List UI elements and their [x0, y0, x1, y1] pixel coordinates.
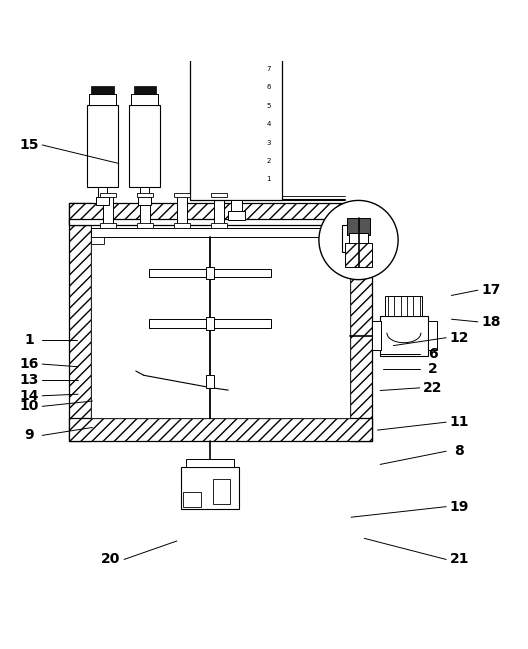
Bar [211, 223, 227, 228]
Bar [103, 196, 113, 228]
Text: 22: 22 [423, 381, 442, 395]
Text: 11: 11 [450, 415, 469, 429]
Text: 10: 10 [20, 399, 39, 413]
Text: 20: 20 [101, 552, 120, 567]
Bar [345, 243, 372, 267]
Text: 9: 9 [24, 428, 34, 443]
Text: 14: 14 [20, 389, 39, 403]
Bar [177, 196, 187, 228]
Bar [140, 196, 150, 228]
Bar [181, 467, 239, 509]
Bar [372, 321, 381, 350]
Bar [337, 238, 350, 244]
Bar [213, 319, 270, 328]
Text: 19: 19 [450, 500, 469, 513]
Bar [131, 93, 158, 105]
Bar [98, 187, 107, 198]
Bar [91, 86, 114, 93]
Bar [134, 86, 156, 93]
Bar [231, 201, 242, 212]
Bar [342, 225, 354, 252]
Bar [149, 269, 207, 277]
Text: 6: 6 [428, 347, 438, 361]
Text: 6: 6 [266, 84, 271, 90]
Bar [190, 37, 282, 201]
Bar [186, 459, 233, 467]
Bar [91, 225, 350, 419]
Bar [129, 105, 160, 187]
Bar [100, 223, 116, 228]
Bar [149, 319, 207, 328]
Text: 8: 8 [455, 444, 464, 458]
Bar [184, 492, 201, 507]
Bar [69, 219, 372, 225]
Text: 12: 12 [450, 331, 469, 345]
Text: 5: 5 [267, 103, 271, 109]
Text: 21: 21 [450, 552, 469, 567]
Text: 2: 2 [267, 158, 271, 164]
Text: 17: 17 [482, 283, 501, 297]
Bar [69, 203, 372, 225]
Bar [69, 203, 91, 441]
Bar [206, 317, 213, 330]
Bar [137, 223, 153, 228]
Bar [206, 375, 213, 388]
Bar [91, 228, 350, 238]
Bar [213, 269, 270, 277]
Bar [194, 22, 278, 37]
Bar [174, 193, 190, 197]
Bar [87, 105, 118, 187]
Bar [140, 187, 149, 198]
Bar [206, 267, 213, 279]
Bar [206, 14, 267, 21]
Circle shape [319, 201, 398, 280]
Bar [138, 197, 151, 204]
Bar [350, 203, 372, 441]
Text: 1: 1 [24, 334, 34, 347]
Bar [428, 321, 437, 350]
Bar [137, 193, 153, 197]
Bar [211, 193, 227, 197]
Bar [214, 196, 224, 228]
Text: 13: 13 [20, 373, 39, 387]
Text: 15: 15 [20, 138, 39, 152]
Text: 16: 16 [20, 357, 39, 371]
Text: 2: 2 [428, 362, 438, 376]
Bar [380, 316, 428, 356]
Bar [69, 419, 372, 441]
Text: 4: 4 [267, 121, 271, 127]
Bar [96, 197, 109, 204]
Text: 3: 3 [266, 140, 271, 145]
Bar [100, 193, 116, 197]
Text: 7: 7 [266, 66, 271, 72]
Bar [228, 211, 245, 221]
Bar [174, 223, 190, 228]
Bar [91, 238, 104, 244]
Text: 18: 18 [482, 315, 501, 329]
Bar [347, 218, 370, 235]
Bar [89, 93, 116, 105]
Bar [201, 12, 272, 22]
Bar [385, 296, 422, 316]
Bar [349, 232, 368, 244]
Bar [213, 479, 230, 504]
Text: 1: 1 [266, 177, 271, 182]
